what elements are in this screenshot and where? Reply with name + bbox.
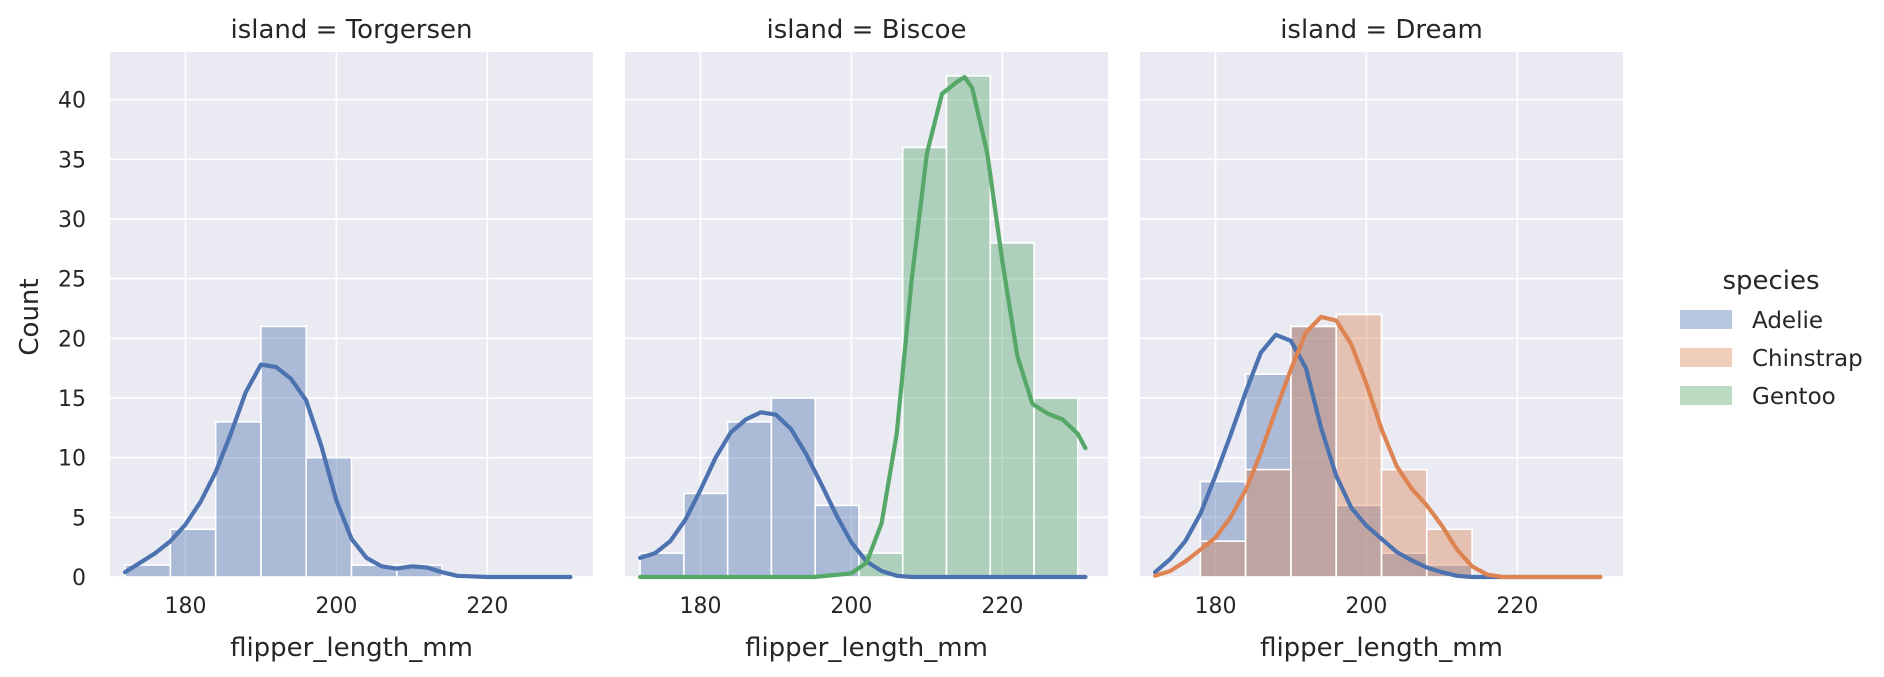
panel-title: island = Dream <box>1280 15 1483 45</box>
x-tick-label: 220 <box>981 594 1023 619</box>
histogram-bar-chinstrap <box>1244 468 1292 578</box>
y-tick-label: 0 <box>72 566 86 591</box>
x-tick-label: 220 <box>466 594 508 619</box>
panel-background <box>625 52 1108 577</box>
x-tick-label: 180 <box>1194 594 1236 619</box>
legend-swatch-adelie <box>1680 310 1732 329</box>
legend: species Adelie Chinstrap Gentoo <box>1680 266 1863 410</box>
x-axis-label: flipper_length_mm <box>745 633 988 663</box>
kde-line-gentoo <box>637 74 1088 580</box>
histogram-bar-adelie <box>214 421 262 578</box>
x-tick-label: 200 <box>1345 594 1387 619</box>
y-tick-label: 35 <box>58 148 86 173</box>
y-tick-label: 15 <box>58 387 86 412</box>
x-tick-label: 220 <box>1496 594 1538 619</box>
legend-label-gentoo: Gentoo <box>1752 384 1836 410</box>
histogram-bar-adelie <box>726 421 773 578</box>
x-tick-label: 180 <box>164 594 206 619</box>
histogram-bar-chinstrap <box>1380 468 1428 578</box>
panels-layer: 0 5 10 15 20 25 30 35 40 180 200 220 island = Torger… <box>58 15 1623 663</box>
histogram-bar-gentoo <box>989 242 1035 578</box>
y-tick-label: 10 <box>58 447 86 472</box>
y-axis-label: Count <box>15 278 45 355</box>
histogram-bar-gentoo <box>945 75 992 578</box>
panel-title: island = Torgersen <box>230 15 472 45</box>
kde-line-adelie <box>1152 332 1603 580</box>
facet-panel-2: 180 200 220 island = Biscoe flipper_length_m… <box>625 15 1108 663</box>
legend-label-chinstrap: Chinstrap <box>1752 346 1863 372</box>
x-axis-label: flipper_length_mm <box>1260 633 1503 663</box>
histogram-bar-adelie <box>260 325 308 578</box>
legend-title: species <box>1722 266 1819 296</box>
legend-label-adelie: Adelie <box>1752 308 1823 334</box>
legend-swatch-gentoo <box>1680 386 1732 405</box>
y-tick-label: 40 <box>58 89 86 114</box>
histogram-bar-gentoo <box>901 146 948 578</box>
histogram-bar-chinstrap <box>1335 313 1383 578</box>
x-tick-label: 200 <box>315 594 357 619</box>
facet-panel-3: 180 200 220 island = Dream flipper_length_mm <box>1140 15 1623 663</box>
legend-entries: Adelie Chinstrap Gentoo <box>1680 308 1863 410</box>
kde-line-adelie <box>122 362 573 580</box>
kde-line-adelie <box>637 410 1088 580</box>
y-tick-label: 30 <box>58 208 86 233</box>
histogram-bar-adelie <box>770 397 816 578</box>
legend-swatch-chinstrap <box>1680 348 1732 367</box>
x-axis-label: flipper_length_mm <box>230 633 473 663</box>
histogram-bar-chinstrap <box>1199 540 1247 578</box>
y-tick-label: 5 <box>72 506 86 531</box>
panel-title: island = Biscoe <box>766 15 966 45</box>
y-tick-label: 20 <box>58 327 86 352</box>
kde-line-chinstrap <box>1152 314 1603 580</box>
x-tick-label: 180 <box>679 594 721 619</box>
y-tick-label: 25 <box>58 268 86 293</box>
facet-panel-1: 0 5 10 15 20 25 30 35 40 180 200 220 island = Torger… <box>58 15 593 663</box>
x-tick-label: 200 <box>830 594 872 619</box>
